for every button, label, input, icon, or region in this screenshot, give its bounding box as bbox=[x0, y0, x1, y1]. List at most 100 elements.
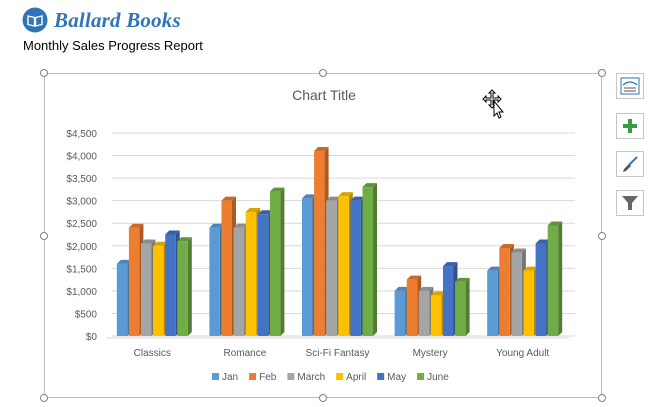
y-tick-label: $4,500 bbox=[66, 129, 97, 140]
bar bbox=[430, 295, 442, 336]
bar bbox=[177, 241, 188, 336]
legend-swatch bbox=[249, 373, 257, 380]
y-tick-label: $2,000 bbox=[66, 242, 97, 253]
legend-label: June bbox=[427, 372, 449, 383]
bar-top bbox=[362, 183, 377, 188]
bar bbox=[302, 198, 313, 336]
bar bbox=[362, 187, 373, 336]
resize-handle-right[interactable] bbox=[598, 232, 606, 240]
bar-top bbox=[499, 244, 514, 249]
bar bbox=[338, 196, 349, 336]
bar-top bbox=[430, 291, 446, 296]
layout-options-button[interactable] bbox=[616, 73, 644, 99]
bar-top bbox=[257, 210, 273, 215]
bar-top bbox=[350, 196, 365, 201]
legend-swatch bbox=[336, 373, 344, 380]
brand-name: Ballard Books bbox=[54, 7, 181, 32]
x-tick-label: Romance bbox=[223, 348, 266, 359]
bar-top bbox=[302, 194, 317, 199]
y-tick-label: $0 bbox=[86, 332, 98, 343]
bar-top bbox=[326, 196, 341, 201]
resize-handle-top[interactable] bbox=[319, 69, 327, 77]
legend-label: Jan bbox=[222, 372, 238, 383]
brand-logo: Ballard Books bbox=[22, 7, 181, 33]
bar bbox=[547, 225, 559, 336]
bar bbox=[116, 263, 128, 336]
legend-swatch bbox=[377, 373, 385, 380]
plus-icon bbox=[623, 119, 637, 133]
bar bbox=[535, 243, 547, 336]
legend-label: May bbox=[387, 372, 406, 383]
bar bbox=[350, 200, 361, 336]
bar-top bbox=[406, 275, 422, 280]
resize-handle-top-left[interactable] bbox=[40, 69, 48, 77]
bar bbox=[233, 227, 245, 336]
legend-label: March bbox=[297, 372, 325, 383]
y-tick-label: $4,000 bbox=[66, 152, 97, 163]
bar-top bbox=[418, 286, 434, 291]
bar-top bbox=[443, 262, 458, 267]
resize-handle-bottom-right[interactable] bbox=[598, 394, 606, 402]
legend-swatch bbox=[287, 373, 295, 380]
bar-top bbox=[487, 266, 502, 271]
bar-top bbox=[455, 277, 470, 282]
resize-handle-top-right[interactable] bbox=[598, 69, 606, 77]
legend-swatch bbox=[417, 373, 425, 380]
bar-top bbox=[141, 239, 156, 244]
bar-top bbox=[209, 223, 224, 228]
bar-top bbox=[153, 241, 168, 246]
x-tick-label: Classics bbox=[134, 348, 171, 359]
bar-side bbox=[465, 277, 470, 336]
report-title: Monthly Sales Progress Report bbox=[23, 38, 203, 53]
bar-top bbox=[535, 239, 551, 244]
bar bbox=[511, 252, 522, 336]
bar bbox=[165, 234, 176, 336]
resize-handle-bottom-left[interactable] bbox=[40, 394, 48, 402]
bar bbox=[221, 200, 232, 336]
y-tick-label: $500 bbox=[75, 309, 98, 320]
chart-elements-button[interactable] bbox=[616, 113, 644, 139]
y-tick-label: $3,500 bbox=[66, 174, 97, 185]
bar-side bbox=[280, 187, 285, 336]
bar-top bbox=[233, 223, 249, 228]
bar-top bbox=[116, 259, 132, 264]
y-tick-label: $2,500 bbox=[66, 219, 97, 230]
y-tick-label: $1,500 bbox=[66, 264, 97, 275]
bar bbox=[406, 279, 418, 336]
bar-top bbox=[165, 230, 180, 235]
x-tick-label: Young Adult bbox=[496, 348, 549, 359]
x-tick-label: Sci-Fi Fantasy bbox=[306, 348, 370, 359]
chart-filters-button[interactable] bbox=[616, 190, 644, 216]
bar bbox=[443, 266, 454, 336]
legend-label: Feb bbox=[259, 372, 277, 383]
bar-top bbox=[511, 248, 526, 253]
resize-handle-bottom[interactable] bbox=[319, 394, 327, 402]
x-tick-label: Mystery bbox=[413, 348, 448, 359]
legend-swatch bbox=[212, 373, 219, 380]
bar-side bbox=[373, 183, 377, 336]
bar bbox=[209, 227, 220, 336]
bar bbox=[269, 191, 281, 336]
bar bbox=[487, 270, 498, 336]
layout-options-icon bbox=[620, 77, 640, 95]
y-tick-label: $3,000 bbox=[66, 197, 97, 208]
bar-side bbox=[187, 237, 192, 336]
bar bbox=[141, 243, 152, 336]
bar bbox=[394, 290, 406, 336]
bar-top bbox=[269, 187, 285, 192]
book-logo-icon bbox=[22, 7, 48, 33]
bar bbox=[418, 290, 430, 336]
chart-styles-button[interactable] bbox=[616, 151, 644, 177]
bar-top bbox=[245, 207, 261, 212]
y-tick-label: $1,000 bbox=[66, 287, 97, 298]
bar-side bbox=[558, 221, 563, 336]
brush-icon bbox=[623, 156, 638, 172]
legend-label: April bbox=[346, 372, 366, 383]
bar-top bbox=[128, 223, 144, 228]
resize-handle-left[interactable] bbox=[40, 232, 48, 240]
bar-top bbox=[338, 192, 353, 197]
chart-title[interactable]: Chart Title bbox=[292, 87, 356, 103]
bar bbox=[245, 211, 257, 336]
bar bbox=[523, 270, 534, 336]
